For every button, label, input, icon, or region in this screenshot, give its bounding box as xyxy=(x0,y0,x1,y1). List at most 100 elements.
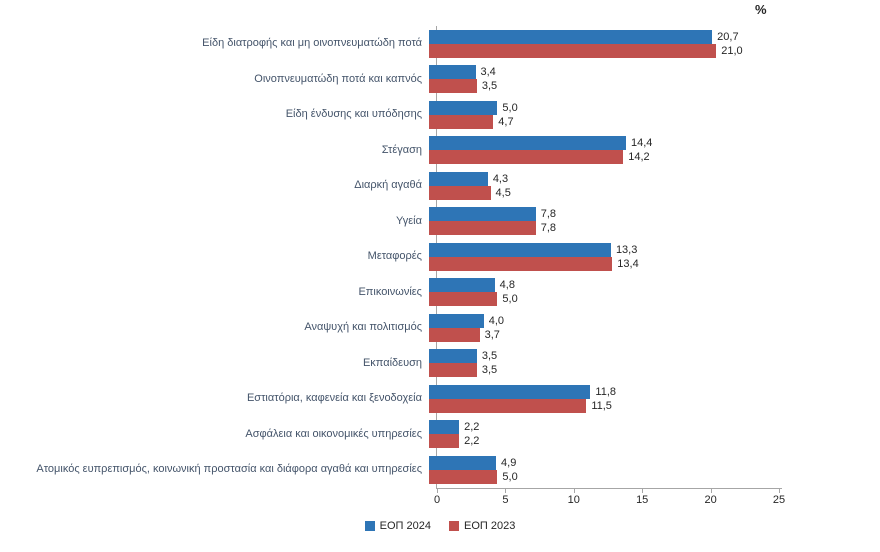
bar-ΕΟΠ-2023 xyxy=(429,150,624,165)
value-label: 20,7 xyxy=(717,30,739,43)
bar-wrap: 11,8 xyxy=(429,384,849,399)
bar-ΕΟΠ-2024 xyxy=(429,207,536,222)
value-label: 4,0 xyxy=(488,314,505,327)
category-label: Είδη ένδυσης και υπόδησης xyxy=(285,108,422,121)
chart-row: Ατομικός ευπρεπισμός, κοινωνική προστασί… xyxy=(0,452,880,488)
value-label: 14,2 xyxy=(628,151,650,164)
bar-ΕΟΠ-2023 xyxy=(429,256,613,271)
bar-wrap: 5,0 xyxy=(429,292,849,307)
value-label: 3,5 xyxy=(481,350,498,363)
bar-group: 11,8 11,5 xyxy=(429,384,849,413)
bar-ΕΟΠ-2023 xyxy=(429,398,587,413)
x-tick-mark xyxy=(437,489,438,493)
value-label: 4,3 xyxy=(492,172,509,185)
chart-row: Διαρκή αγαθά 4,3 4,5 xyxy=(0,168,880,204)
category-label: Ασφάλεια και οικονομικές υπηρεσίες xyxy=(245,427,422,440)
bar-group: 5,0 4,7 xyxy=(429,100,849,129)
value-label: 3,5 xyxy=(481,80,498,93)
chart-row: Στέγαση 14,4 14,2 xyxy=(0,133,880,169)
bar-ΕΟΠ-2023 xyxy=(429,221,536,236)
bar-ΕΟΠ-2023 xyxy=(429,185,491,200)
bar-group: 3,4 3,5 xyxy=(429,65,849,94)
x-tick-mark xyxy=(505,489,507,493)
value-label: 2,2 xyxy=(464,421,480,434)
bar-wrap: 21,0 xyxy=(429,43,849,58)
bar-ΕΟΠ-2023 xyxy=(429,363,477,378)
bar-wrap: 4,5 xyxy=(429,185,849,200)
x-tick-label: 10 xyxy=(567,494,580,506)
bar-wrap: 4,9 xyxy=(429,455,849,470)
value-label: 4,5 xyxy=(495,186,511,199)
value-label: 5,0 xyxy=(502,101,518,114)
value-label: 4,8 xyxy=(499,279,515,292)
value-label: 7,8 xyxy=(540,208,556,221)
bar-group: 2,2 2,2 xyxy=(429,420,849,449)
category-label: Μεταφορές xyxy=(367,250,422,263)
value-label: 2,2 xyxy=(464,435,480,448)
x-axis-tick-labels: 0 5 10 15 20 25 xyxy=(434,494,785,508)
category-label: Στέγαση xyxy=(381,143,422,156)
bar-wrap: 5,0 xyxy=(429,469,849,484)
chart-row: Είδη διατροφής και μη οινοπνευματώδη ποτ… xyxy=(0,26,880,62)
bar-ΕΟΠ-2023 xyxy=(429,469,498,484)
chart-row: Υγεία 7,8 7,8 xyxy=(0,204,880,240)
value-label: 4,9 xyxy=(501,456,517,469)
bar-ΕΟΠ-2023 xyxy=(429,292,498,307)
x-tick-label: 20 xyxy=(704,494,717,506)
bar-wrap: 4,8 xyxy=(429,278,849,293)
chart-row: Ασφάλεια και οικονομικές υπηρεσίες 2,2 2,2 xyxy=(0,417,880,453)
legend-label: ΕΟΠ 2024 xyxy=(379,520,431,532)
category-label: Αναψυχή και πολιτισμός xyxy=(304,321,422,334)
value-label: 14,4 xyxy=(630,137,653,150)
value-label: 21,0 xyxy=(721,44,743,57)
bar-ΕΟΠ-2024 xyxy=(429,420,460,435)
x-axis-line xyxy=(436,488,782,489)
x-tick-mark xyxy=(642,489,644,493)
x-tick-mark xyxy=(573,489,575,493)
chart-row: Είδη ένδυσης και υπόδησης 5,0 4,7 xyxy=(0,97,880,133)
bar-wrap: 4,7 xyxy=(429,114,849,129)
chart-row: Μεταφορές 13,3 13,4 xyxy=(0,239,880,275)
bar-group: 14,4 14,2 xyxy=(429,136,849,165)
value-label: 3,7 xyxy=(484,328,500,341)
category-label: Οινοπνευματώδη ποτά και καπνός xyxy=(254,72,422,85)
value-label: 3,4 xyxy=(480,66,496,79)
chart-row: Αναψυχή και πολιτισμός 4,0 3,7 xyxy=(0,310,880,346)
bar-wrap: 13,3 xyxy=(429,242,849,257)
category-label: Εστιατόρια, καφενεία και ξενοδοχεία xyxy=(246,392,422,405)
bar-wrap: 5,0 xyxy=(429,100,849,115)
chart-row: Εστιατόρια, καφενεία και ξενοδοχεία 11,8 1… xyxy=(0,381,880,417)
x-tick-label: 25 xyxy=(772,494,786,506)
bar-group: 7,8 7,8 xyxy=(429,207,849,236)
bar-ΕΟΠ-2024 xyxy=(429,100,498,115)
bar-ΕΟΠ-2024 xyxy=(429,65,476,80)
category-label: Εκπαίδευση xyxy=(362,356,422,369)
bar-ΕΟΠ-2024 xyxy=(429,313,484,328)
value-label: 11,5 xyxy=(591,399,612,412)
bar-ΕΟΠ-2023 xyxy=(429,434,460,449)
legend-item: ΕΟΠ 2023 xyxy=(449,520,515,532)
bar-wrap: 3,5 xyxy=(429,363,849,378)
category-label: Είδη διατροφής και μη οινοπνευματώδη ποτ… xyxy=(202,37,422,50)
value-label: 13,3 xyxy=(615,243,638,256)
bar-ΕΟΠ-2023 xyxy=(429,114,494,129)
legend-swatch xyxy=(364,521,375,531)
chart-row: Επικοινωνίες 4,8 5,0 xyxy=(0,275,880,311)
x-tick-label: 5 xyxy=(502,494,509,506)
x-axis-tick-marks xyxy=(437,489,780,493)
bar-group: 20,7 21,0 xyxy=(429,29,849,58)
bar-wrap: 14,4 xyxy=(429,136,849,151)
bar-wrap: 3,7 xyxy=(429,327,849,342)
bar-ΕΟΠ-2023 xyxy=(429,43,717,58)
value-label: 5,0 xyxy=(502,470,518,483)
bar-wrap: 4,0 xyxy=(429,313,849,328)
category-label: Ατομικός ευπρεπισμός, κοινωνική προστασί… xyxy=(36,463,422,476)
bar-ΕΟΠ-2023 xyxy=(429,79,477,94)
bar-wrap: 4,3 xyxy=(429,171,849,186)
bar-wrap: 3,4 xyxy=(429,65,849,80)
bar-wrap: 20,7 xyxy=(429,29,849,44)
bar-group: 4,9 5,0 xyxy=(429,455,849,484)
bar-wrap: 13,4 xyxy=(429,256,849,271)
category-label: Διαρκή αγαθά xyxy=(354,179,422,192)
chart-row: Οινοπνευματώδη ποτά και καπνός 3,4 3,5 xyxy=(0,62,880,98)
